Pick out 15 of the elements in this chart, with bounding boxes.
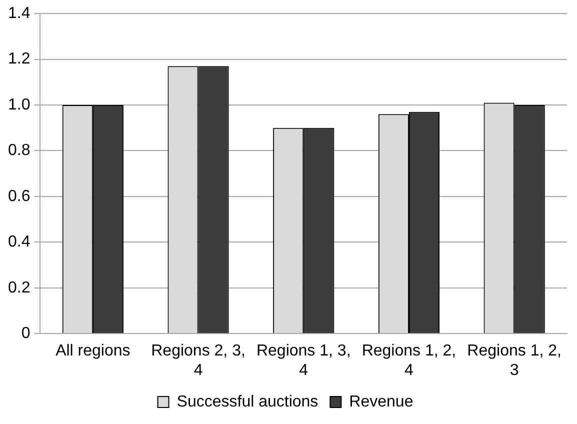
y-tick-label: 0.4 xyxy=(8,234,30,251)
y-tick-label: 0.8 xyxy=(8,142,30,160)
x-tick-label: Regions 1, 2, 3 xyxy=(467,342,562,379)
y-tick-label: 0.2 xyxy=(8,279,30,296)
y-tick-label: 1.2 xyxy=(8,50,30,68)
y-tick-label: 0 xyxy=(21,325,30,342)
legend-label: Revenue xyxy=(349,393,414,410)
y-tick-label: 0.6 xyxy=(8,188,30,205)
x-tick-label: Regions 2, 3, 4 xyxy=(151,342,246,379)
legend-label: Successful auctions xyxy=(176,393,318,410)
y-tick-label: 1.0 xyxy=(8,96,30,114)
y-tick-label: 1.4 xyxy=(8,5,30,22)
x-tick-label: Regions 1, 3, 4 xyxy=(256,342,351,379)
x-tick-label: All regions xyxy=(56,342,130,360)
x-tick-label: Regions 1, 2, 4 xyxy=(362,342,456,379)
